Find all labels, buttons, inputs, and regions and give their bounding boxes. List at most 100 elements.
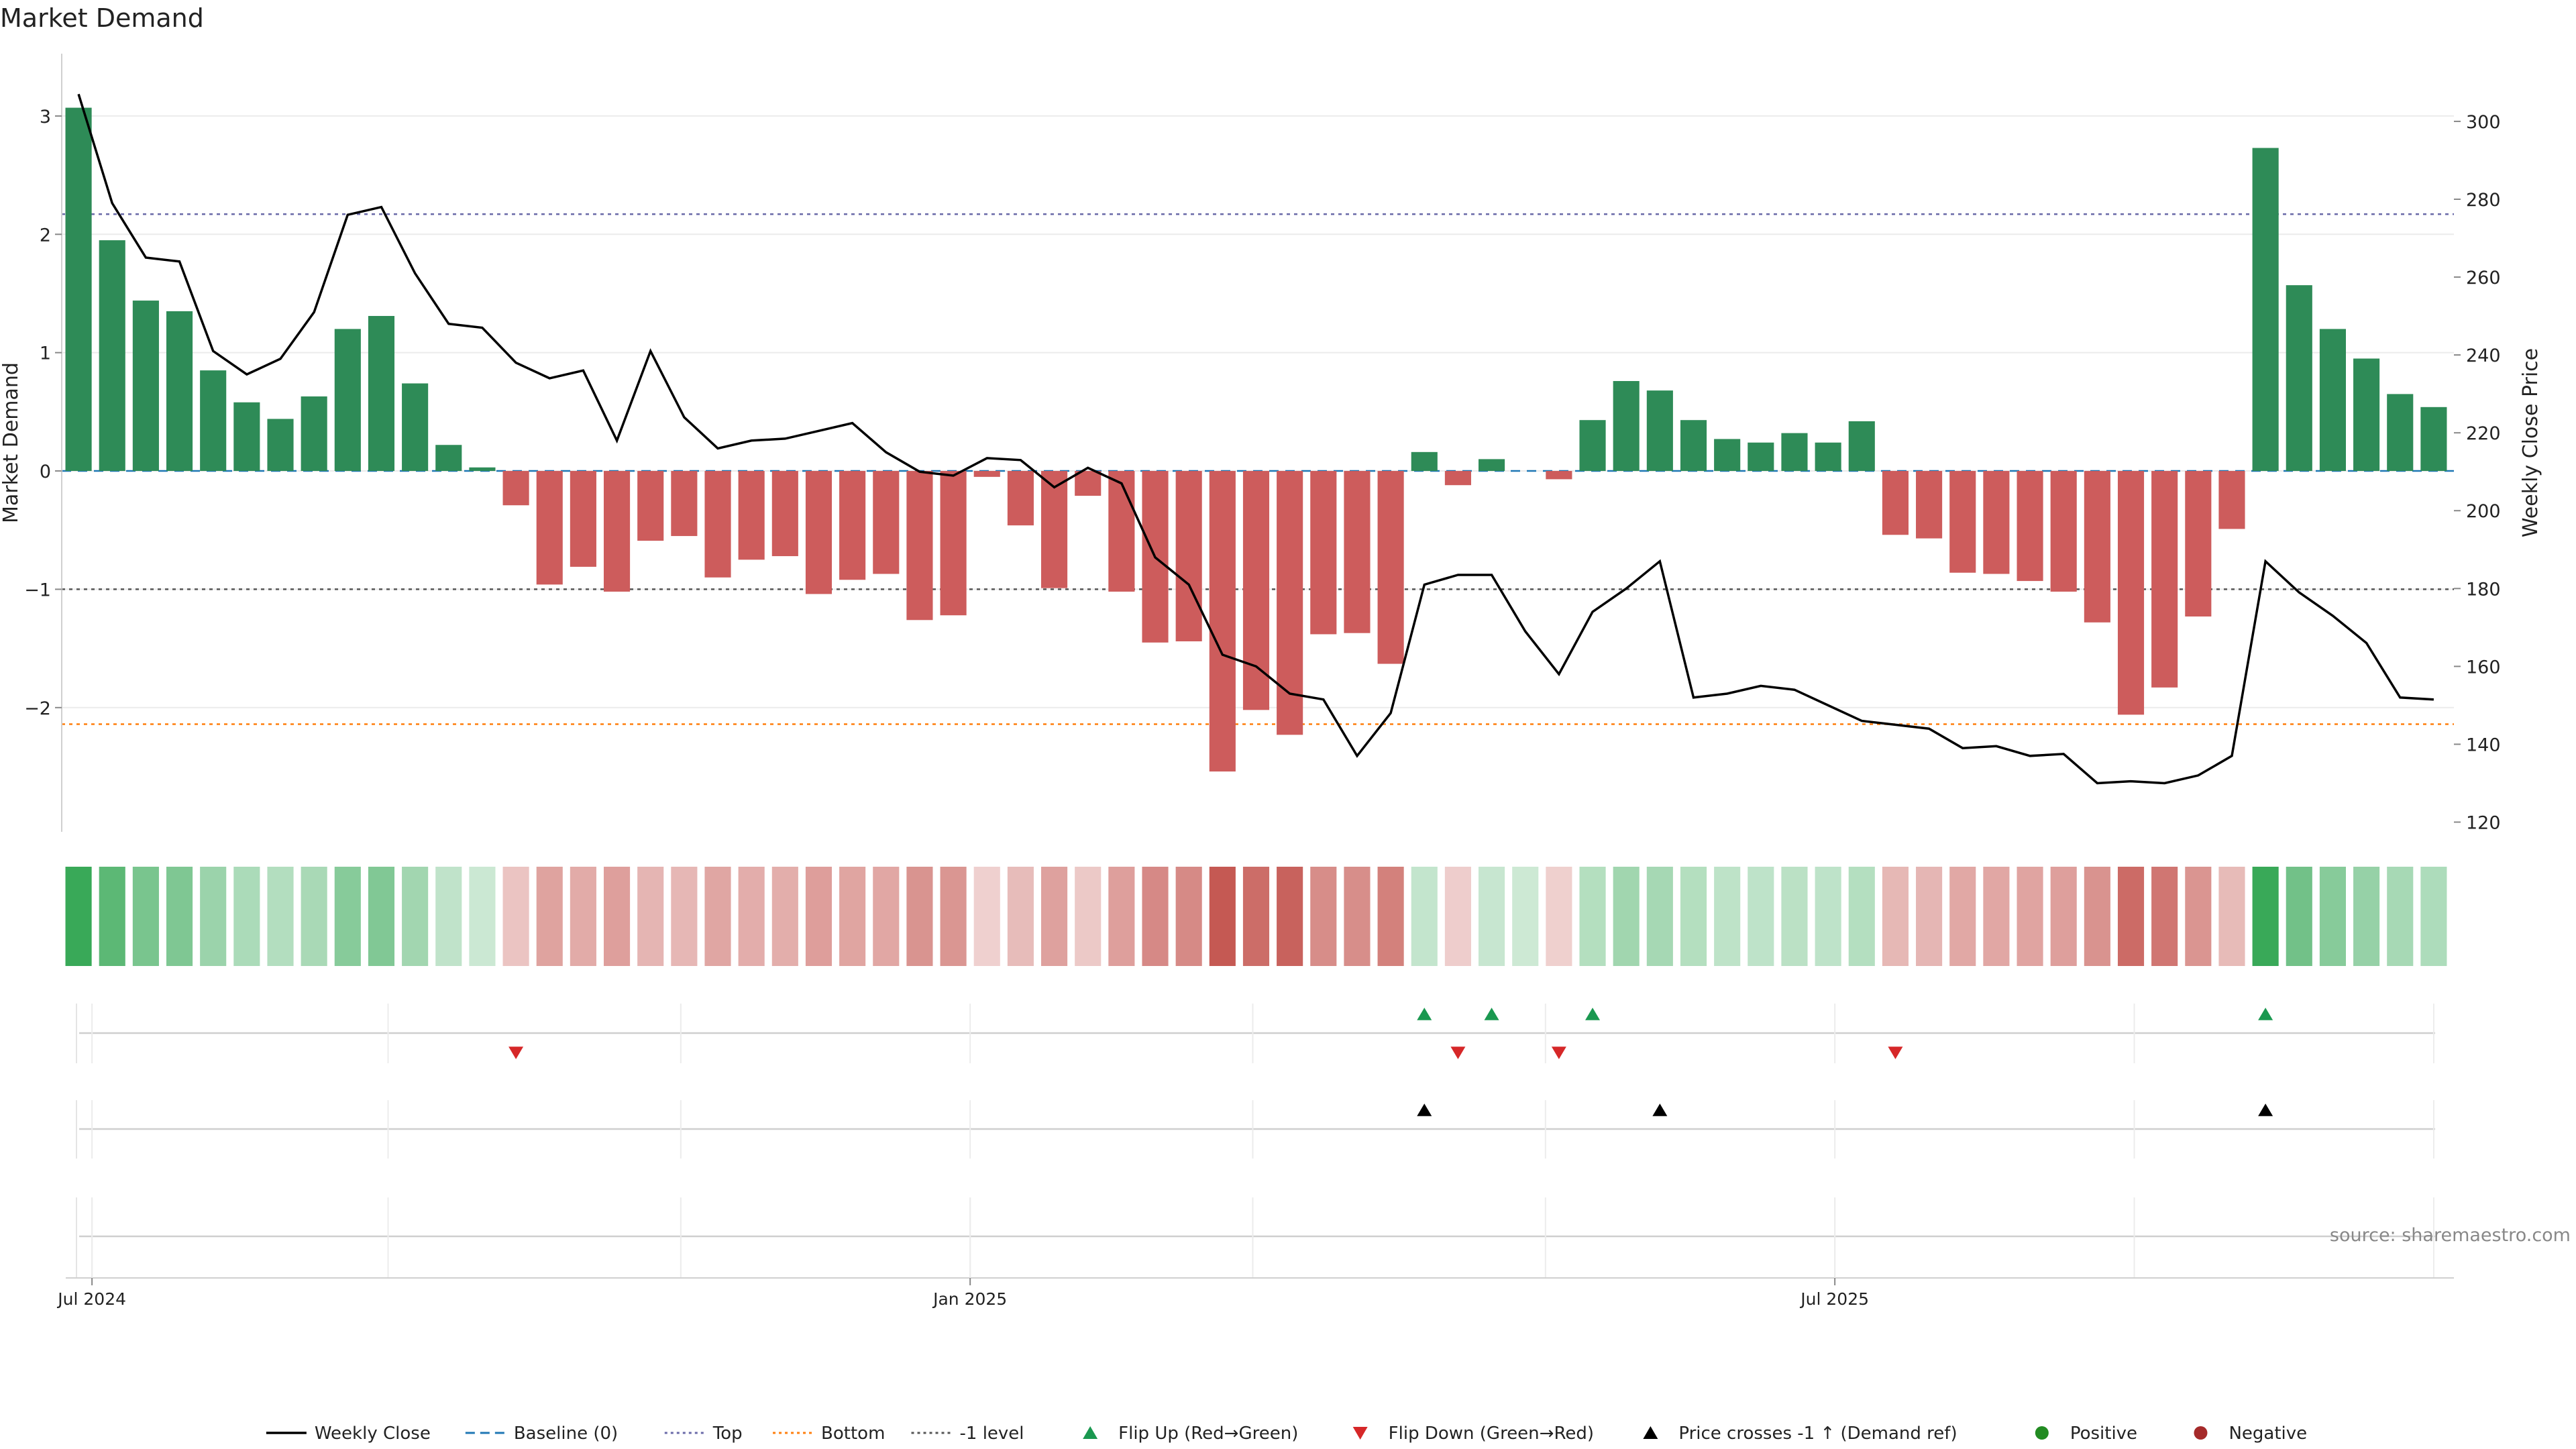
heat-cell [1007,867,1034,966]
demand-bar [2185,471,2212,616]
demand-bar [1613,381,1640,472]
y-right-tick-label: 300 [2466,112,2501,133]
demand-bar [570,471,596,567]
heat-cell [1310,867,1337,966]
y-left-tick-label: −2 [24,698,51,719]
demand-bar [805,471,833,594]
heat-cell [671,867,698,966]
heat-cell [1344,867,1371,966]
heat-cell [1579,867,1606,966]
heat-cell [2117,867,2145,966]
heat-cell [1444,867,1471,966]
legend-label: Bottom [821,1424,885,1444]
demand-bar [671,471,698,537]
demand-bar [536,471,563,585]
demand-bar [873,471,900,574]
demand-bar [1411,451,1438,472]
heat-cell [233,867,260,966]
y-axis-left-label: Market Demand [0,362,23,523]
heat-cell [1546,867,1572,966]
heat-cell [1882,867,1909,966]
heat-cell [570,867,596,966]
demand-bar [1310,471,1337,635]
axes: Market Demand Weekly Close Price 3 2 1 0 −1 −… [0,54,2542,833]
heat-cell [267,867,294,966]
heat-cell [906,867,933,966]
demand-bar [1175,471,1202,642]
heat-cell [738,867,765,966]
flip-down-marker [1551,1046,1566,1059]
heat-cell [301,867,327,966]
legend-item: -1 level [911,1424,1024,1444]
heat-cell [2420,867,2447,966]
legend-label: Top [712,1424,743,1444]
heat-cell [2252,867,2279,966]
y-right-tick-label: 220 [2466,423,2501,444]
demand-bar [502,471,529,506]
heat-cell [839,867,866,966]
demand-bar [973,471,1000,477]
demand-bar [2420,407,2447,472]
heat-cell [1041,867,1068,966]
y-right-tick-label: 180 [2466,579,2501,600]
legend-label: Flip Down (Green→Red) [1389,1424,1594,1444]
y-right-tick-label: 160 [2466,657,2501,678]
demand-bar [2387,394,2414,472]
heat-cell [2151,867,2178,966]
x-tick-label: Jul 2025 [1799,1289,1869,1309]
heat-cell [2017,867,2043,966]
demand-bar [1344,471,1371,633]
demand-bar [166,311,193,472]
heat-cell [2218,867,2245,966]
heat-cell [1680,867,1707,966]
demand-bar [402,383,429,472]
price-cross-marker [1417,1104,1432,1116]
demand-bar [1377,471,1404,664]
heat-cell [1815,867,1841,966]
heat-cell [2286,867,2312,966]
flip-up-marker [2258,1008,2273,1020]
legend-label: Positive [2070,1424,2137,1444]
demand-bar [65,107,92,472]
demand-bar [2151,471,2178,688]
demand-bar [906,471,933,621]
demand-bar [1546,471,1572,480]
heat-cell [1916,867,1943,966]
demand-bar [603,471,631,592]
legend-icon-price-cross [1643,1426,1658,1439]
heat-cell [334,867,361,966]
signal-panels [66,1004,2454,1279]
demand-bar [132,301,159,472]
legend-label: Flip Up (Red→Green) [1118,1424,1298,1444]
legend-item: Weekly Close [266,1424,431,1444]
heat-cell [1377,867,1404,966]
heat-cell [603,867,631,966]
heat-cell [1209,867,1236,966]
demand-bar [738,471,765,560]
price-cross-marker [1652,1104,1668,1116]
heat-cell [132,867,159,966]
demand-bar [1242,471,1270,710]
heat-cell [2084,867,2110,966]
x-axis: Jul 2024 Jan 2025 Jul 2025 [56,1197,1869,1309]
y-right-tick-label: 140 [2466,735,2501,755]
heat-cell [2387,867,2414,966]
heat-cell [2050,867,2077,966]
y-right-tick-label: 260 [2466,268,2501,288]
y-right-tick-label: 240 [2466,345,2501,366]
demand-bar [1848,421,1875,472]
flip-up-marker [1484,1008,1499,1020]
demand-bar [1714,439,1741,472]
demand-bar [1781,433,1808,472]
demand-bar [469,467,496,472]
heat-cell [1983,867,2010,966]
y-right-tick-label: 200 [2466,501,2501,522]
heat-cell [1411,867,1438,966]
heat-cell [940,867,967,966]
y-left-tick-label: 3 [40,107,51,127]
flip-up-marker [1417,1008,1432,1020]
price-cross-marker [2258,1104,2273,1116]
demand-bar [435,445,462,472]
legend-icon-flip-down [1352,1427,1368,1440]
